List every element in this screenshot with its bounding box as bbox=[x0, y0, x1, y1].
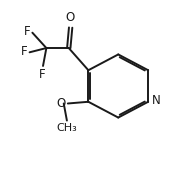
Text: O: O bbox=[66, 12, 75, 24]
Text: F: F bbox=[21, 45, 27, 58]
Text: F: F bbox=[24, 25, 30, 38]
Text: O: O bbox=[56, 97, 66, 110]
Text: F: F bbox=[39, 68, 45, 81]
Text: N: N bbox=[152, 94, 161, 108]
Text: CH₃: CH₃ bbox=[57, 123, 77, 133]
